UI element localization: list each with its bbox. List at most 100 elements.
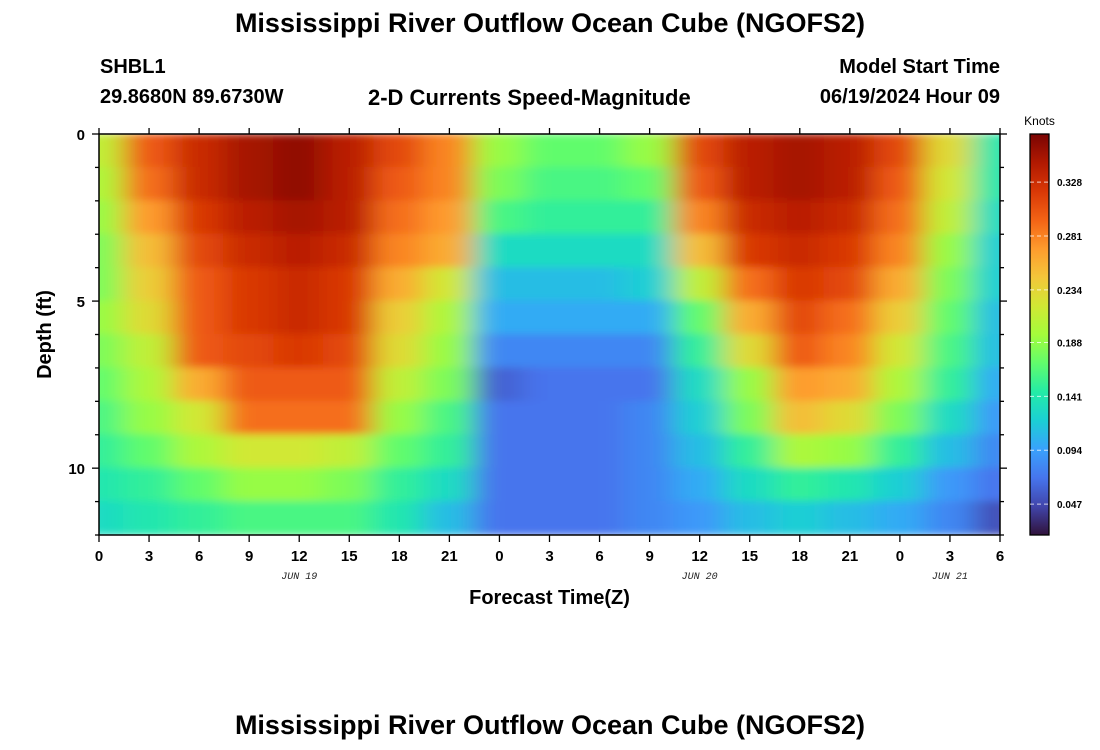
- heatmap-cell: [223, 267, 276, 302]
- heatmap-cell: [223, 434, 276, 469]
- heatmap-cell: [473, 434, 526, 469]
- heatmap-cell: [123, 134, 176, 168]
- heatmap-cell: [173, 467, 226, 503]
- colorbar-tick-label: 0.141: [1057, 392, 1082, 403]
- heatmap-cell: [773, 367, 826, 402]
- heatmap-cell: [273, 367, 326, 402]
- heatmap-cell: [723, 367, 776, 402]
- heatmap-cell: [373, 200, 426, 235]
- heatmap-cell: [723, 267, 776, 302]
- heatmap-cell: [423, 233, 476, 269]
- colorbar-gradient: [1029, 133, 1050, 536]
- heatmap-cell: [123, 200, 176, 235]
- heatmap-cell: [873, 434, 926, 469]
- heatmap-cell: [673, 434, 726, 469]
- heatmap-cell: [823, 267, 876, 302]
- heatmap-cell: [623, 501, 676, 535]
- heatmap-cell: [99, 434, 126, 469]
- heatmap-cell: [473, 134, 526, 168]
- heatmap-cell: [273, 501, 326, 535]
- heatmap-cell: [923, 367, 976, 402]
- heatmap-cell: [723, 134, 776, 168]
- heatmap-cell: [173, 501, 226, 535]
- model-start-value: 06/19/2024 Hour 09: [819, 86, 1000, 108]
- heatmap-cell: [923, 400, 976, 436]
- heatmap-cell: [973, 134, 1000, 168]
- heatmap-cell: [123, 367, 176, 402]
- heatmap-cell: [223, 134, 276, 168]
- colorbar-tick-label: 0.047: [1057, 500, 1082, 511]
- heatmap-cell: [423, 267, 476, 302]
- x-tick-label: 3: [145, 548, 153, 565]
- heatmap-cell: [823, 134, 876, 168]
- heatmap-cell: [173, 334, 226, 369]
- heatmap-cell: [373, 300, 426, 335]
- heatmap-cell: [123, 467, 176, 503]
- model-start-label: Model Start Time: [839, 56, 1000, 78]
- heatmap-cell: [773, 501, 826, 535]
- heatmap-cell: [223, 233, 276, 269]
- heatmap-cell: [273, 233, 326, 269]
- heatmap-cell: [623, 300, 676, 335]
- heatmap-cell: [523, 300, 576, 335]
- x-tick-label: 6: [595, 548, 603, 565]
- heatmap-cell: [423, 400, 476, 436]
- heatmap-cell: [373, 267, 426, 302]
- heatmap-cell: [273, 166, 326, 202]
- heatmap-cell: [223, 467, 276, 503]
- x-tick-label: 0: [95, 548, 103, 565]
- heatmap-cell: [173, 300, 226, 335]
- heatmap-cell: [373, 434, 426, 469]
- heatmap-cell: [673, 501, 726, 535]
- heatmap-cell: [573, 467, 626, 503]
- heatmap-cell: [873, 367, 926, 402]
- heatmap-cell: [673, 267, 726, 302]
- heatmap-cell: [273, 467, 326, 503]
- heatmap-cell: [873, 200, 926, 235]
- heatmap-cell: [473, 367, 526, 402]
- heatmap-cell: [273, 300, 326, 335]
- heatmap-cell: [223, 200, 276, 235]
- heatmap-cell: [573, 367, 626, 402]
- heatmap-cell: [473, 233, 526, 269]
- heatmap-cell: [323, 233, 376, 269]
- heatmap-cell: [723, 166, 776, 202]
- heatmap-cell: [923, 267, 976, 302]
- heatmap-cell: [223, 400, 276, 436]
- heatmap-cell: [773, 300, 826, 335]
- chart-subtitle: 2-D Currents Speed-Magnitude: [368, 85, 691, 110]
- heatmap-cell: [523, 334, 576, 369]
- heatmap-cell: [123, 334, 176, 369]
- heatmap-cell: [99, 166, 126, 202]
- heatmap-cell: [273, 400, 326, 436]
- heatmap-cell: [323, 400, 376, 436]
- heatmap-cell: [373, 400, 426, 436]
- page-title: Mississippi River Outflow Ocean Cube (NG…: [234, 8, 866, 38]
- heatmap-cell: [723, 300, 776, 335]
- heatmap-cell: [873, 501, 926, 535]
- heatmap-cell: [423, 166, 476, 202]
- x-tick-label: 15: [741, 548, 758, 565]
- heatmap-cell: [673, 400, 726, 436]
- heatmap-cell: [423, 300, 476, 335]
- colorbar-tick-label: 0.094: [1057, 446, 1082, 457]
- heatmap-cell: [673, 233, 726, 269]
- heatmap-cell: [823, 233, 876, 269]
- heatmap-cell: [173, 434, 226, 469]
- heatmap-cell: [473, 267, 526, 302]
- heatmap-cell: [673, 166, 726, 202]
- heatmap-cell: [423, 467, 476, 503]
- colorbar: Knots 0.047 0.094 0.141 0.188 0.234 0.281 0.328: [1024, 114, 1082, 536]
- colorbar-tick-label: 0.281: [1057, 232, 1082, 243]
- heatmap-cell: [873, 134, 926, 168]
- heatmap-cell: [923, 334, 976, 369]
- heatmap-cell: [523, 434, 576, 469]
- heatmap-cell: [623, 400, 676, 436]
- heatmap-cell: [123, 166, 176, 202]
- heatmap-cell: [173, 233, 226, 269]
- heatmap-cell: [823, 434, 876, 469]
- heatmap-cell: [123, 501, 176, 535]
- x-tick-label: 12: [691, 548, 708, 565]
- heatmap-cell: [723, 467, 776, 503]
- heatmap-cell: [523, 367, 576, 402]
